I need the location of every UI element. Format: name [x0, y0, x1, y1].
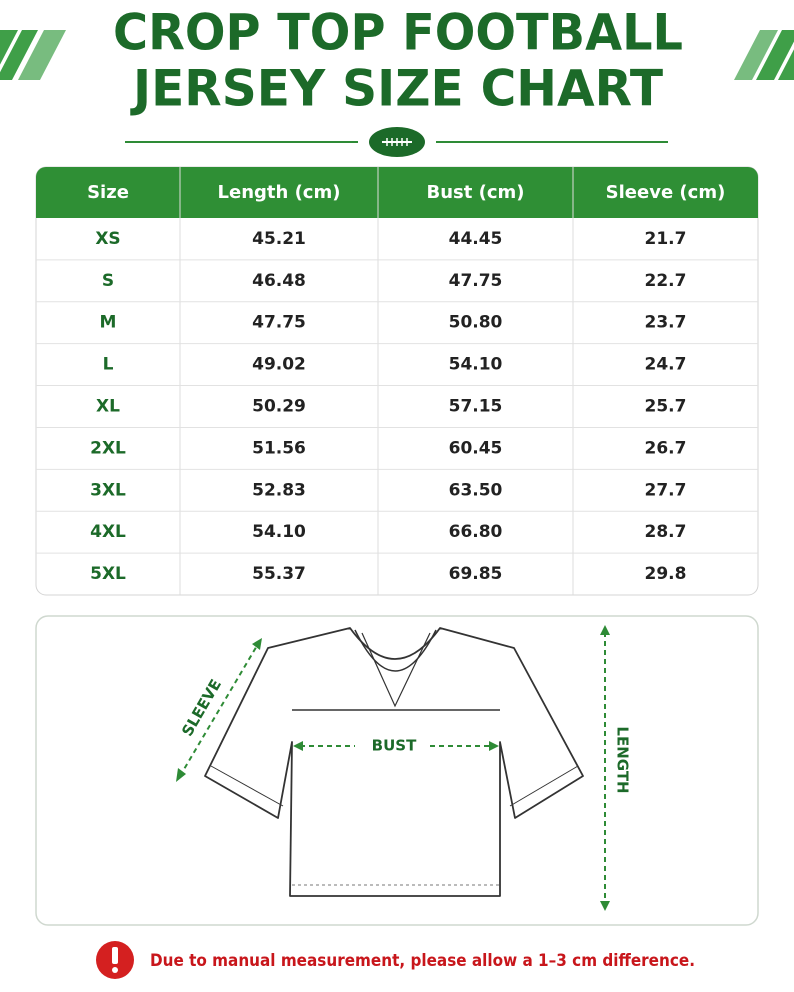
cell: 23.7 — [645, 313, 687, 333]
note-icon — [96, 941, 134, 979]
size-cell: 4XL — [90, 522, 126, 542]
diagram: SLEEVE BUST LENGTH — [35, 615, 759, 926]
cell: 45.21 — [252, 229, 306, 249]
cell: 50.80 — [449, 313, 503, 333]
size-cell: XL — [96, 397, 120, 417]
cell: 49.02 — [252, 355, 306, 375]
cell: 51.56 — [252, 438, 306, 458]
cell: 21.7 — [645, 229, 687, 249]
size-cell: S — [102, 271, 114, 291]
cell: 63.50 — [449, 480, 503, 500]
size-table: Size Length (cm) Bust (cm) Sleeve (cm) XS 45.… — [35, 166, 759, 596]
column-header: Sleeve (cm) — [606, 182, 726, 203]
size-cell: 5XL — [90, 564, 126, 584]
size-cell: 3XL — [90, 480, 126, 500]
length-label: LENGTH — [614, 726, 632, 793]
title-line: JERSEY SIZE CHART — [130, 60, 663, 118]
cell: 54.10 — [252, 522, 306, 542]
cell: 29.8 — [645, 564, 687, 584]
cell: 46.48 — [252, 271, 306, 291]
cell: 55.37 — [252, 564, 306, 584]
cell: 44.45 — [449, 229, 503, 249]
cell: 24.7 — [645, 355, 687, 375]
note: Due to manual measurement, please allow … — [150, 951, 695, 971]
cell: 47.75 — [449, 271, 503, 291]
cell: 60.45 — [449, 438, 503, 458]
size-cell: XS — [95, 229, 120, 249]
size-cell: M — [100, 313, 117, 333]
cell: 47.75 — [252, 313, 306, 333]
column-header: Size — [87, 182, 129, 203]
column-header: Bust (cm) — [427, 182, 525, 203]
cell: 57.15 — [449, 397, 503, 417]
cell: 25.7 — [645, 397, 687, 417]
cell: 28.7 — [645, 522, 687, 542]
title-line: CROP TOP FOOTBALL — [113, 4, 683, 62]
cell: 52.83 — [252, 480, 306, 500]
size-cell: L — [103, 355, 114, 375]
divider — [125, 127, 668, 157]
cell: 66.80 — [449, 522, 503, 542]
column-header: Length (cm) — [218, 182, 341, 203]
cell: 27.7 — [645, 480, 687, 500]
decor-stripes — [0, 30, 794, 80]
cell: 50.29 — [252, 397, 306, 417]
cell: 22.7 — [645, 271, 687, 291]
cell: 69.85 — [449, 564, 503, 584]
bust-label: BUST — [372, 737, 417, 755]
size-cell: 2XL — [90, 438, 126, 458]
cell: 26.7 — [645, 438, 687, 458]
cell: 54.10 — [449, 355, 503, 375]
